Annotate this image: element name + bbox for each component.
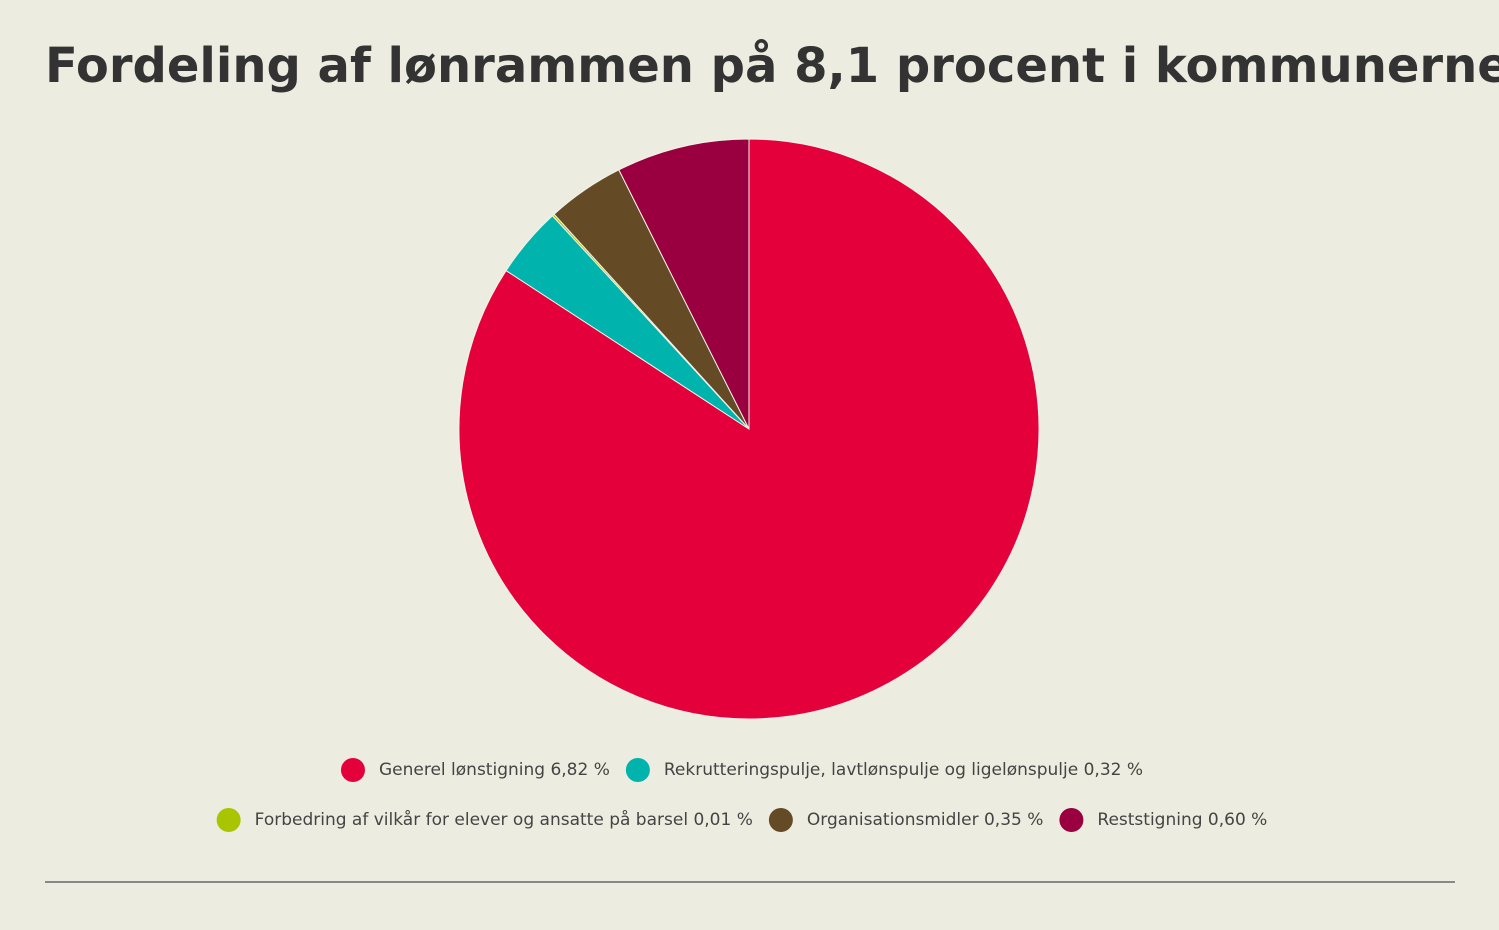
legend-swatch	[340, 758, 365, 782]
legend-label: Rekrutteringspulje, lavtlønspulje og lig…	[664, 760, 1143, 780]
legend-item: Generel lønstigning 6,82 %	[340, 758, 610, 782]
legend-item: Reststigning 0,60 %	[1059, 808, 1267, 832]
legend-label: Organisationsmidler 0,35 %	[807, 810, 1044, 830]
legend-swatch	[768, 808, 793, 832]
legend-item: Forbedring af vilkår for elever og ansat…	[216, 808, 753, 832]
legend-swatch	[625, 758, 650, 782]
legend-swatch	[216, 808, 241, 832]
pie-slice	[618, 138, 750, 430]
legend-label: Generel lønstigning 6,82 %	[379, 760, 610, 780]
legend-swatch	[1059, 808, 1084, 832]
legend-item: Organisationsmidler 0,35 %	[768, 808, 1044, 832]
legend-item: Rekrutteringspulje, lavtlønspulje og lig…	[625, 758, 1143, 782]
chart-title: Fordeling af lønrammen på 8,1 procent i …	[45, 38, 1499, 94]
legend-label: Reststigning 0,60 %	[1097, 810, 1267, 830]
legend-label: Forbedring af vilkår for elever og ansat…	[255, 809, 753, 830]
